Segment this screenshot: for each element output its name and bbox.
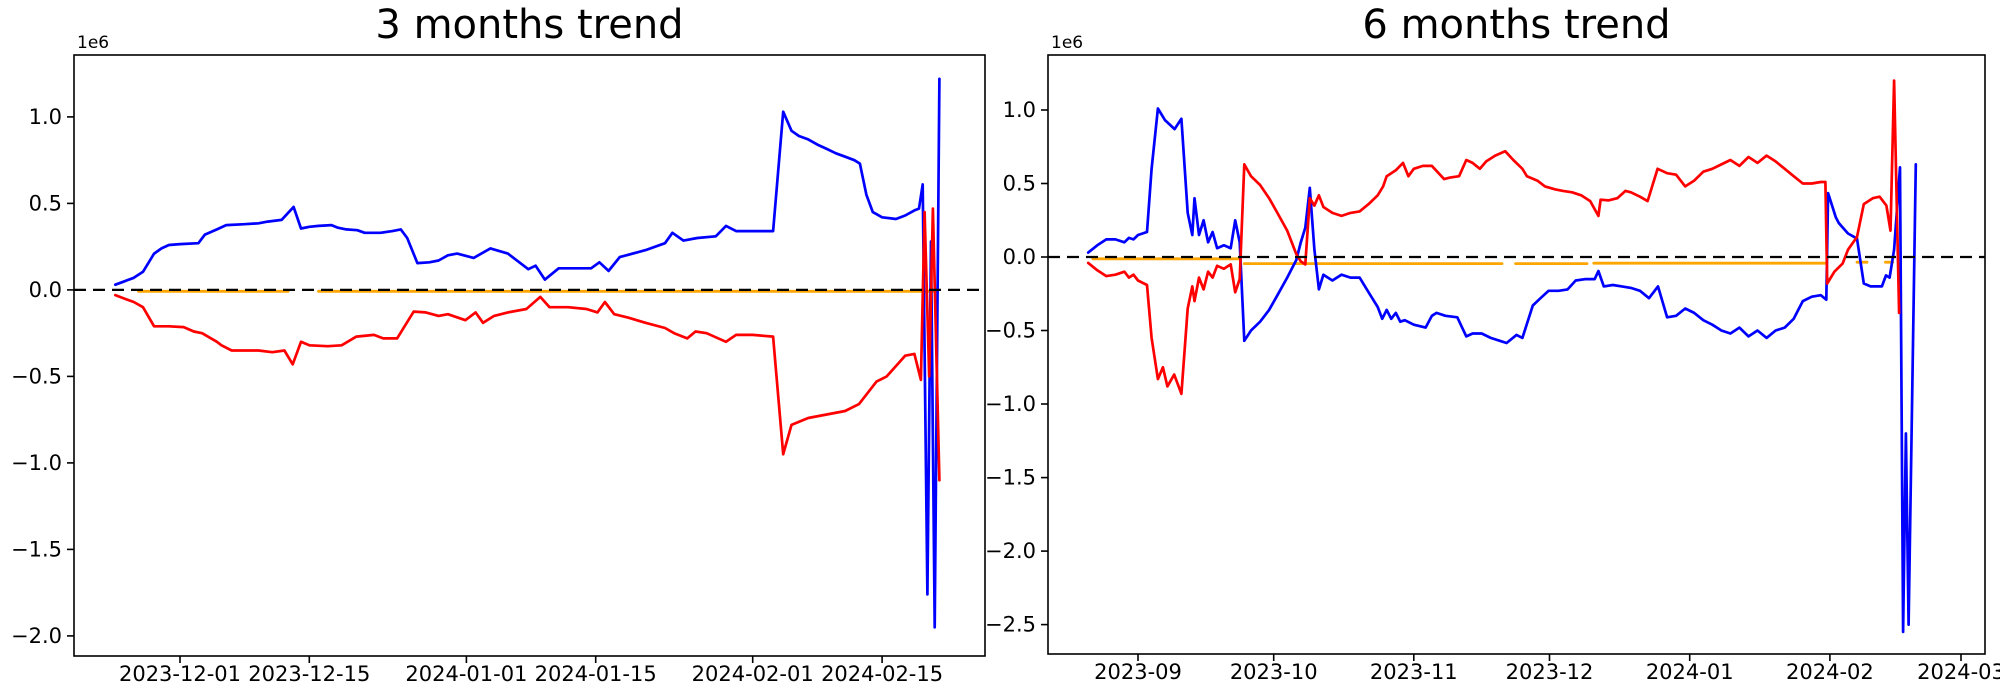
x-tick-label: 2023-12-01 — [119, 662, 241, 686]
y-axis-offset-label: 1e6 — [1051, 33, 1084, 53]
x-tick-label: 2023-11 — [1370, 660, 1458, 684]
red-series — [113, 207, 941, 482]
x-tick-label: 2024-02-01 — [692, 662, 814, 686]
y-tick-label: −1.0 — [985, 392, 1036, 416]
y-tick-label: 1.0 — [1003, 98, 1036, 122]
chart-title-6-months: 6 months trend — [1362, 2, 1671, 48]
red-series — [1086, 79, 1901, 396]
y-tick-label: −2.0 — [985, 539, 1036, 563]
blue-series — [113, 77, 941, 629]
chart-title-3-months: 3 months trend — [375, 2, 684, 48]
y-tick-label: −2.5 — [985, 613, 1036, 637]
y-tick-label: −1.0 — [11, 451, 62, 475]
x-tick-label: 2023-10 — [1230, 660, 1318, 684]
x-tick-label: 2024-01-15 — [535, 662, 657, 686]
x-tick-label: 2023-12-15 — [248, 662, 370, 686]
x-tick-label: 2024-02 — [1786, 660, 1874, 684]
y-tick-label: 0.5 — [1003, 172, 1036, 196]
x-tick-label: 2024-01 — [1646, 660, 1734, 684]
y-tick-label: 0.0 — [1003, 245, 1036, 269]
y-tick-label: −0.5 — [985, 319, 1036, 343]
y-tick-label: 0.0 — [29, 278, 62, 302]
x-tick-label: 2024-02-15 — [821, 662, 943, 686]
y-tick-label: −1.5 — [985, 466, 1036, 490]
x-tick-label: 2024-03 — [1917, 660, 2000, 684]
y-axis-offset-label: 1e6 — [77, 33, 110, 53]
x-tick-label: 2023-12 — [1506, 660, 1594, 684]
y-tick-label: −1.5 — [11, 538, 62, 562]
x-tick-label: 2023-09 — [1094, 660, 1182, 684]
x-tick-label: 2024-01-01 — [405, 662, 527, 686]
plot-border — [73, 54, 986, 657]
y-tick-label: −0.5 — [11, 365, 62, 389]
plot-border — [1047, 54, 1986, 655]
blue-series — [1086, 107, 1918, 634]
y-tick-label: 0.5 — [29, 192, 62, 216]
y-tick-label: 1.0 — [29, 105, 62, 129]
y-tick-label: −2.0 — [11, 624, 62, 648]
